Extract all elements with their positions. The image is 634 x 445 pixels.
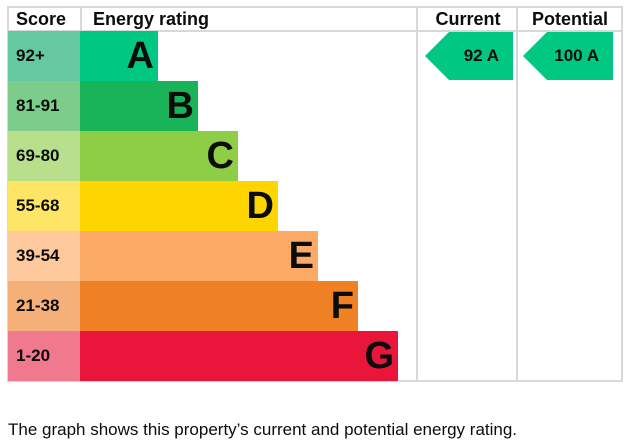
energy-rating-header: Energy rating — [93, 9, 210, 29]
current-arrow-shape — [425, 32, 513, 80]
current-rating-arrow: 92 A — [425, 32, 513, 80]
band-bar-a: A — [80, 31, 158, 81]
band-letter: F — [330, 285, 354, 327]
score-range-b: 81-91 — [8, 81, 80, 131]
potential-rating-arrow: 100 A — [523, 32, 613, 80]
band-bar-g: G — [80, 331, 398, 381]
current-rating-label: 92 A — [463, 46, 499, 65]
top-border — [8, 6, 622, 8]
band-letter: A — [126, 35, 154, 77]
band-bar-c: C — [80, 131, 238, 181]
col-divider — [516, 6, 518, 382]
col-divider — [80, 6, 82, 31]
right-border — [621, 6, 623, 382]
band-letter: E — [288, 235, 314, 277]
col-divider — [416, 6, 418, 382]
potential-arrow-shape — [523, 32, 613, 80]
score-range-a: 92+ — [8, 31, 80, 81]
score-header: Score — [16, 9, 67, 29]
current-header: Current — [435, 9, 501, 29]
score-range-f: 21-38 — [8, 281, 80, 331]
score-range-e: 39-54 — [8, 231, 80, 281]
band-bar-b: B — [80, 81, 198, 131]
potential-rating-label: 100 A — [554, 46, 599, 65]
band-letter: B — [166, 85, 194, 127]
score-range-g: 1-20 — [8, 331, 80, 381]
band-bar-e: E — [80, 231, 318, 281]
bottom-border — [8, 380, 622, 382]
caption: The graph shows this property’s current … — [8, 420, 518, 439]
band-bar-f: F — [80, 281, 358, 331]
band-bar-d: D — [80, 181, 278, 231]
potential-header: Potential — [531, 9, 608, 29]
score-range-d: 55-68 — [8, 181, 80, 231]
header-border — [8, 30, 622, 32]
band-letter: D — [246, 185, 274, 227]
band-letter: C — [206, 135, 234, 177]
score-range-c: 69-80 — [8, 131, 80, 181]
band-letter: G — [364, 335, 394, 377]
